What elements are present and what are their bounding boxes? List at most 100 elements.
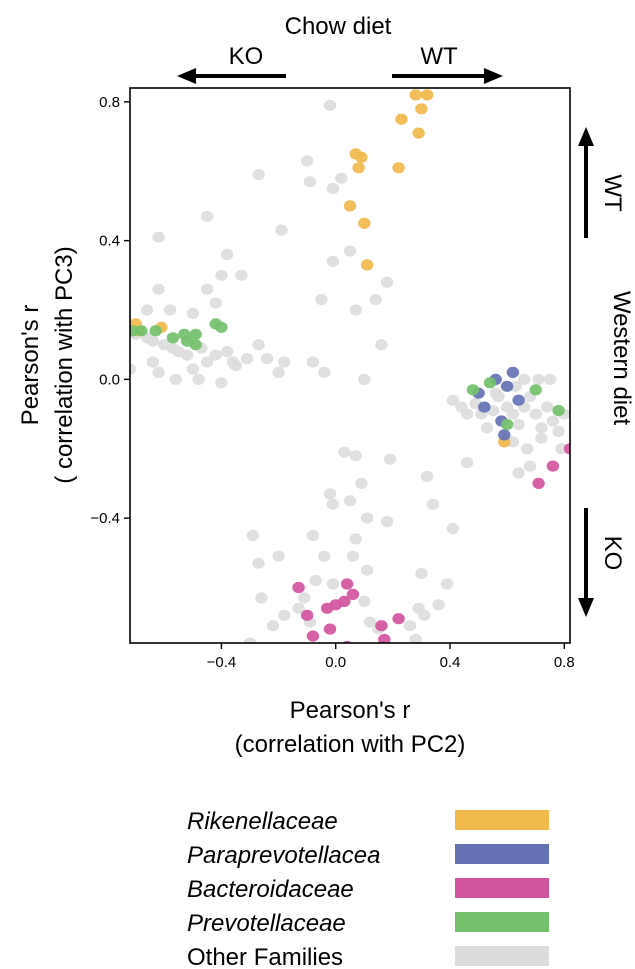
data-point: [418, 609, 431, 621]
data-point: [309, 575, 322, 587]
data-point: [306, 630, 320, 642]
data-point: [392, 162, 405, 174]
data-point: [392, 613, 405, 625]
data-point: [380, 276, 394, 288]
data-point: [300, 609, 314, 621]
x-axis-title-line-1: Pearson's r: [290, 697, 411, 724]
data-point: [306, 529, 320, 542]
top-left-arrow-label: KO: [229, 43, 264, 70]
data-point: [209, 297, 222, 309]
data-point: [189, 328, 202, 340]
y-axis-title-line-2: ( correlation with PC3): [51, 246, 78, 483]
legend: Rikenellaceae Paraprevotellacea Bacteroida…: [187, 808, 549, 969]
data-point: [200, 283, 214, 295]
data-point: [349, 533, 362, 545]
data-point: [186, 363, 200, 375]
right-down-arrow-label: KO: [599, 536, 626, 571]
data-point: [409, 633, 422, 643]
data-point: [152, 231, 165, 243]
data-point: [460, 408, 474, 420]
plot-frame: [129, 87, 571, 644]
data-point: [409, 89, 422, 101]
legend-label: Other Families: [187, 944, 343, 969]
data-point: [252, 339, 265, 351]
data-point: [235, 269, 248, 281]
data-point: [338, 446, 351, 458]
data-point: [346, 588, 360, 601]
data-point: [466, 384, 480, 396]
data-point: [420, 470, 434, 483]
data-point: [229, 359, 242, 372]
data-point: [246, 529, 260, 542]
data-point: [278, 356, 291, 368]
data-point: [152, 366, 165, 378]
plot-area: [129, 87, 571, 644]
data-point: [360, 259, 374, 271]
data-point: [220, 346, 234, 358]
data-point: [326, 183, 340, 195]
data-point: [500, 380, 514, 392]
data-point: [358, 373, 371, 385]
data-point: [349, 450, 362, 462]
data-point: [375, 620, 388, 632]
data-point: [260, 353, 274, 365]
y-tick-label: −0.4: [90, 510, 120, 527]
data-point: [192, 373, 205, 385]
data-point: [135, 325, 148, 337]
legend-item: Other Families: [187, 944, 549, 969]
data-point: [343, 495, 357, 507]
data-point: [509, 380, 522, 392]
data-point: [152, 283, 165, 295]
data-point: [318, 366, 331, 378]
x-tick-label: −0.4: [207, 654, 237, 671]
data-point: [340, 578, 354, 590]
data-point: [335, 172, 348, 184]
data-point: [543, 373, 557, 385]
legend-label: Rikenellaceae: [187, 808, 338, 835]
series-prevotellaceae: [130, 318, 565, 431]
x-tick-label: 0.4: [440, 654, 461, 671]
data-point: [420, 89, 434, 101]
data-point: [149, 325, 162, 337]
data-point: [343, 200, 357, 212]
data-point: [215, 377, 228, 389]
arrow-down-icon: [578, 508, 594, 617]
data-point: [460, 457, 474, 469]
data-point: [306, 356, 320, 368]
data-point: [395, 113, 408, 125]
right-title: Western diet: [608, 291, 635, 426]
legend-swatch: [455, 810, 549, 830]
x-tick-label: 0.0: [325, 654, 346, 671]
data-point: [412, 127, 425, 139]
data-point: [300, 155, 314, 167]
data-point: [275, 224, 288, 236]
data-point: [555, 443, 568, 455]
data-point: [266, 620, 280, 632]
data-point: [166, 332, 180, 344]
data-point: [303, 176, 317, 188]
data-point: [563, 443, 570, 455]
y-axis-title-line-1: Pearson's r: [17, 305, 44, 426]
data-point: [506, 436, 520, 448]
data-point: [512, 394, 525, 406]
data-point: [375, 339, 388, 351]
data-point: [532, 477, 545, 489]
data-point: [535, 432, 548, 444]
data-point: [318, 550, 331, 562]
data-point: [546, 415, 560, 427]
data-point: [506, 408, 520, 420]
legend-swatch: [455, 844, 549, 864]
data-point: [358, 217, 371, 229]
x-axis-title-line-2: (correlation with PC2): [235, 731, 466, 758]
data-point: [320, 602, 334, 614]
series-rikenellaceae: [130, 89, 511, 448]
data-point: [292, 602, 305, 614]
data-point: [146, 335, 160, 347]
data-point: [146, 356, 160, 368]
arrow-up-icon: [578, 127, 594, 238]
data-point: [189, 339, 202, 351]
data-point: [200, 356, 214, 368]
data-point: [140, 304, 154, 316]
data-point: [130, 363, 137, 375]
